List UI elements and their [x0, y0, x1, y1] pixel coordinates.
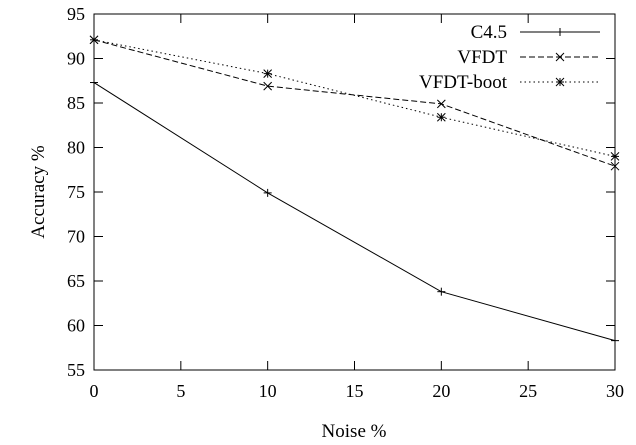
legend-label: VFDT-boot	[419, 72, 508, 93]
series-line-c4-5	[93, 82, 616, 342]
y-tick-label: 65	[67, 271, 85, 291]
data-point	[263, 188, 272, 197]
x-tick-label: 15	[346, 381, 364, 401]
x-tick-label: 30	[606, 381, 624, 401]
y-tick-label: 80	[67, 138, 85, 158]
legend-marker	[556, 28, 564, 36]
x-tick-label: 0	[90, 381, 99, 401]
y-axis-title: Accuracy %	[28, 145, 49, 239]
y-tick-label: 85	[67, 93, 85, 113]
y-tick-label: 55	[67, 360, 85, 380]
data-point	[263, 81, 273, 91]
x-tick-label: 25	[519, 381, 537, 401]
legend-marker	[555, 77, 565, 87]
data-point	[610, 161, 620, 171]
legend-label: VFDT	[457, 47, 507, 68]
legend: C4.5 VFDT VFDT-boot	[419, 22, 600, 93]
data-point	[263, 69, 273, 78]
data-point	[611, 336, 619, 345]
series-line-vfdt-boot	[93, 39, 616, 157]
data-point	[437, 287, 446, 296]
data-point	[436, 99, 446, 109]
x-axis-title: Noise %	[322, 421, 387, 442]
y-tick-label: 90	[67, 49, 85, 69]
legend-marker	[555, 52, 565, 62]
y-tick-label: 60	[67, 316, 85, 336]
data-point	[436, 112, 446, 122]
y-tick-label: 95	[67, 4, 85, 24]
data-point	[89, 35, 99, 45]
series-line-vfdt	[93, 39, 616, 167]
x-axis: 0 5 10 15 20 25 30	[90, 14, 624, 401]
plot-frame	[93, 13, 616, 371]
y-tick-label: 75	[67, 182, 85, 202]
x-tick-label: 10	[259, 381, 277, 401]
data-point	[610, 152, 620, 161]
x-tick-label: 5	[176, 381, 185, 401]
y-axis: 55 60 65 70 75 80 85 90 95	[67, 4, 615, 380]
y-tick-label: 70	[67, 227, 85, 247]
data-point	[90, 78, 98, 87]
series-layer	[89, 35, 620, 345]
x-tick-label: 20	[432, 381, 450, 401]
legend-label: C4.5	[471, 22, 507, 43]
